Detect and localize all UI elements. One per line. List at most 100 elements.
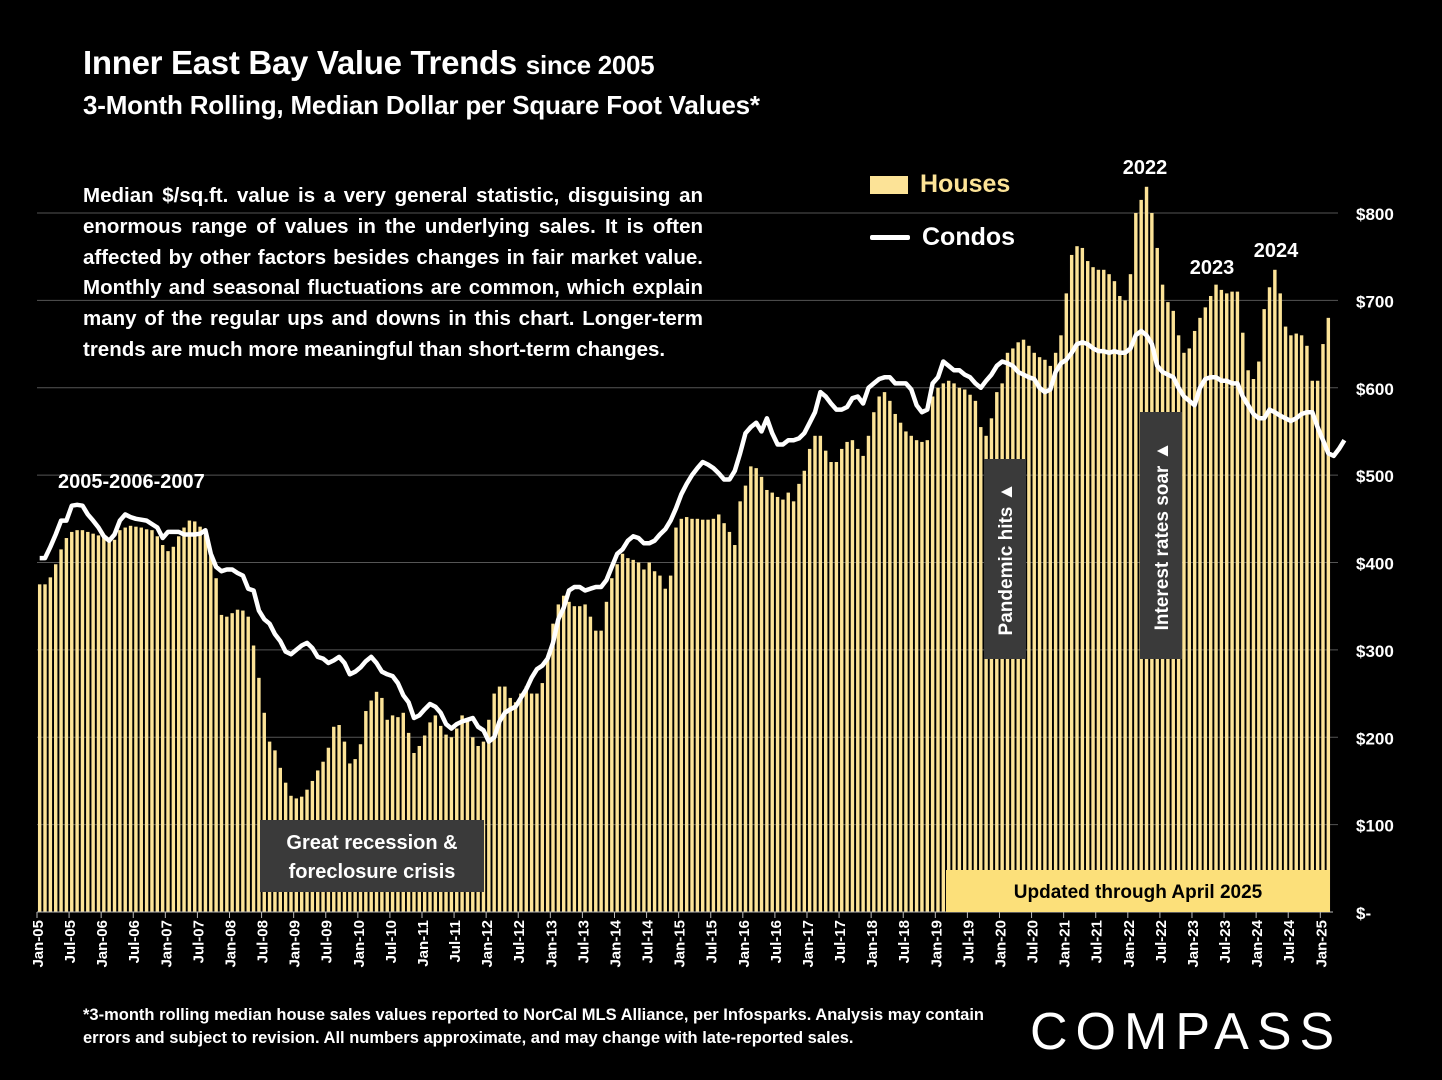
legend-houses-label: Houses (920, 170, 1011, 198)
x-tick-label: Jan-24 (1249, 919, 1266, 967)
house-bar (1134, 213, 1138, 912)
condos-line (39, 328, 1347, 744)
house-bar (1219, 289, 1224, 912)
house-bar (727, 531, 732, 912)
house-bar (524, 686, 528, 912)
house-bar (754, 468, 758, 912)
house-bar (433, 715, 438, 912)
house-bar (578, 606, 582, 912)
house-bar (749, 466, 753, 912)
annotation-2024: 2024 (1254, 240, 1299, 262)
x-tick-label: Jul-23 (1217, 920, 1234, 963)
y-tick-label: $- (1356, 904, 1371, 923)
house-bar (813, 435, 817, 912)
house-bar (219, 614, 224, 912)
house-bar (230, 613, 234, 912)
house-bar (567, 601, 571, 912)
house-bar (396, 717, 400, 912)
y-tick-label: $200 (1356, 729, 1394, 748)
house-bar (802, 470, 807, 912)
house-bar (225, 616, 229, 912)
house-bar (337, 725, 341, 912)
house-bar (1267, 287, 1272, 912)
annotation-2005-2007: 2005-2006-2007 (58, 471, 205, 493)
y-tick-label: $800 (1356, 205, 1394, 224)
x-tick-label: Jul-22 (1153, 920, 1170, 963)
house-bar (1187, 348, 1192, 912)
house-bar (647, 562, 651, 912)
house-bar (380, 697, 384, 912)
house-bar (96, 535, 101, 912)
house-bar (920, 441, 924, 912)
house-bar (594, 630, 598, 912)
x-tick-label: Jan-25 (1313, 920, 1330, 968)
x-tick-label: Jan-20 (992, 920, 1009, 968)
house-bar (620, 553, 625, 912)
house-bar (1069, 254, 1074, 912)
house-bar (214, 578, 218, 912)
house-bar (1107, 274, 1111, 913)
house-bar (460, 715, 464, 912)
house-bar (134, 526, 138, 912)
house-bar (70, 531, 74, 912)
house-bar (166, 551, 170, 912)
house-bar (193, 521, 197, 912)
house-bar (1064, 293, 1069, 912)
chart-title-main: Inner East Bay Value Trends (83, 44, 517, 81)
house-bar (374, 691, 379, 912)
x-tick-label: Jan-22 (1121, 920, 1138, 968)
annotation-2023: 2023 (1190, 257, 1235, 279)
house-bar (91, 533, 95, 912)
recession-label-line2: foreclosure crisis (289, 861, 456, 883)
interest-rates-box (1140, 412, 1182, 659)
house-bar (936, 387, 940, 912)
house-bar (973, 400, 978, 912)
house-bar (487, 719, 491, 912)
x-tick-label: Jan-10 (351, 920, 368, 968)
x-tick-label: Jul-12 (511, 920, 528, 963)
house-bar (1128, 274, 1133, 913)
pandemic-label: Pandemic hits ▲ (996, 483, 1017, 636)
house-bar (984, 435, 988, 912)
house-bar (679, 518, 684, 912)
house-bar (668, 575, 673, 912)
house-bar (845, 441, 849, 912)
house-bar (556, 604, 561, 912)
x-tick-label: Jan-08 (222, 920, 239, 968)
house-bar (102, 536, 106, 912)
house-bar (176, 536, 181, 912)
x-tick-label: Jul-19 (960, 920, 977, 963)
x-tick-label: Jul-20 (1025, 920, 1042, 963)
house-bar (866, 435, 871, 912)
x-tick-label: Jan-09 (287, 920, 304, 968)
house-bar (834, 462, 839, 912)
x-tick-label: Jul-05 (62, 920, 79, 963)
house-bar (738, 501, 742, 912)
house-bar (118, 530, 122, 912)
house-bar (823, 450, 828, 912)
x-tick-label: Jul-14 (640, 919, 657, 963)
house-bar (1123, 300, 1127, 912)
x-tick-label: Jan-12 (479, 920, 496, 968)
house-bar (1037, 357, 1042, 912)
y-tick-label: $300 (1356, 642, 1394, 661)
house-bar (545, 658, 550, 912)
house-bar (1102, 269, 1106, 912)
x-tick-label: Jan-17 (800, 920, 817, 968)
house-bar (37, 584, 42, 912)
house-bar (1305, 345, 1309, 912)
house-bar (401, 712, 405, 912)
house-bar (829, 462, 833, 912)
house-bar (807, 448, 812, 912)
house-bar (674, 527, 678, 912)
legend-houses: Houses (870, 170, 1010, 199)
house-bar (1230, 291, 1234, 912)
house-bar (1289, 335, 1293, 912)
x-tick-label: Jan-16 (736, 920, 753, 968)
x-tick-label: Jan-13 (543, 920, 560, 968)
house-bar (54, 564, 58, 912)
house-bar (1251, 379, 1256, 912)
house-bar (701, 519, 705, 912)
house-bar (872, 412, 876, 912)
